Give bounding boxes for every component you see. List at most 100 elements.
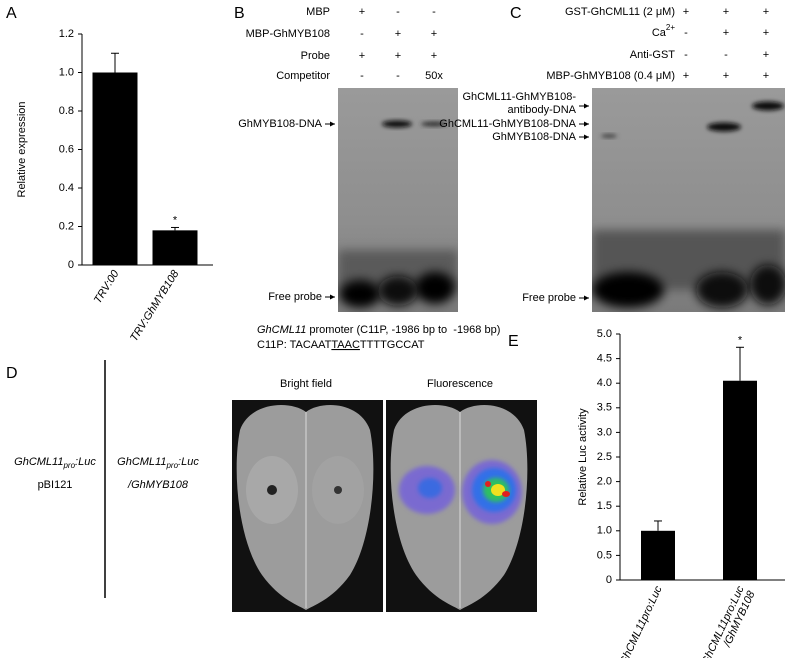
x-tick-label: GhCML11pro:Luc bbox=[617, 584, 664, 658]
significance: * bbox=[738, 334, 743, 346]
sequence-caption: C11P: TACAATTAACTTTTGCCAT bbox=[257, 339, 425, 351]
row-label-text: Competitor bbox=[276, 70, 330, 82]
lane-sign: + bbox=[723, 27, 729, 39]
row-label-text: GST-GhCML11 (2 μM) bbox=[565, 6, 675, 18]
lane-sign: + bbox=[395, 50, 401, 62]
row-label-text: MBP-GhMYB108 bbox=[246, 28, 330, 40]
sequence-suffix: TTTTGCCAT bbox=[360, 339, 425, 351]
leaf-image-bright bbox=[232, 400, 383, 612]
row-label: Anti-GST bbox=[630, 49, 676, 61]
band-label: antibody-DNA bbox=[508, 104, 577, 116]
lane-sign: + bbox=[763, 6, 769, 18]
y-tick-label: 3.0 bbox=[597, 426, 612, 438]
row-label: Ca2+ bbox=[652, 23, 676, 39]
panel-letter: C bbox=[510, 5, 522, 22]
significance: * bbox=[173, 214, 178, 226]
lane-sign: 50x bbox=[425, 70, 443, 82]
y-tick-label: 1.2 bbox=[59, 28, 74, 40]
panel-letter: A bbox=[6, 5, 17, 22]
row-label: GST-GhCML11 (2 μM) bbox=[565, 6, 675, 18]
lane-sign: + bbox=[431, 28, 437, 40]
arrow-head bbox=[330, 294, 335, 300]
y-tick-label: 0 bbox=[606, 574, 612, 586]
row-label: MBP-GhMYB108 bbox=[246, 28, 330, 40]
gene: GhCML11 bbox=[117, 456, 166, 468]
y-tick-label: 0.4 bbox=[59, 182, 74, 194]
band-label: Free probe bbox=[268, 291, 322, 303]
bar bbox=[152, 230, 198, 265]
lane-sign: - bbox=[724, 49, 728, 61]
y-tick-label: 5.0 bbox=[597, 328, 612, 340]
construct-label: GhCML11pro:Luc bbox=[117, 456, 199, 470]
y-tick-label: 0.2 bbox=[59, 220, 74, 232]
panel-letter: B bbox=[234, 5, 245, 22]
gel-image-b bbox=[338, 88, 458, 312]
image-title: Bright field bbox=[280, 378, 332, 390]
arrow-head bbox=[584, 295, 589, 301]
lane-sign: - bbox=[396, 70, 400, 82]
lane-sign: + bbox=[683, 6, 689, 18]
y-tick-label: 3.5 bbox=[597, 402, 612, 414]
arrow-head bbox=[584, 121, 589, 127]
x-tick-label-line: TRV:00 bbox=[92, 267, 122, 305]
lane-sign: - bbox=[684, 49, 688, 61]
y-tick-label: 1.5 bbox=[597, 500, 612, 512]
row-label-text: MBP bbox=[306, 6, 330, 18]
gene-name: GhCML11 bbox=[257, 324, 306, 336]
arrow-head bbox=[330, 121, 335, 127]
row-label: MBP bbox=[306, 6, 330, 18]
bar bbox=[641, 530, 675, 580]
y-tick-label: 0.5 bbox=[597, 549, 612, 561]
y-tick-label: 1.0 bbox=[597, 525, 612, 537]
gel-image-c bbox=[592, 88, 785, 312]
lane-sign: + bbox=[359, 6, 365, 18]
lane-sign: - bbox=[432, 6, 436, 18]
y-axis-label: Relative expression bbox=[16, 102, 28, 198]
panel-letter: D bbox=[6, 365, 18, 382]
row-label-text: Probe bbox=[301, 50, 330, 62]
lane-sign: + bbox=[683, 70, 689, 82]
row-label-sup: 2+ bbox=[666, 23, 675, 32]
image-title: Fluorescence bbox=[427, 378, 493, 390]
x-tick-label-line: GhCML11pro:Luc bbox=[617, 584, 664, 658]
row-label-text: Anti-GST bbox=[630, 49, 676, 61]
y-tick-label: 4.0 bbox=[597, 377, 612, 389]
band-label: GhCML11-GhMYB108- bbox=[462, 91, 576, 103]
panel-letter: E bbox=[508, 333, 519, 350]
x-tick-label: TRV:00 bbox=[92, 267, 122, 305]
lane-sign: + bbox=[723, 70, 729, 82]
y-axis-label: Relative Luc activity bbox=[577, 408, 589, 506]
lane-sign: - bbox=[360, 70, 364, 82]
row-label: Probe bbox=[301, 50, 330, 62]
row-label-text: Ca bbox=[652, 27, 667, 39]
lane-sign: + bbox=[359, 50, 365, 62]
lane-sign: - bbox=[360, 28, 364, 40]
x-tick-label-line: TRV:GhMYB108 bbox=[128, 267, 182, 343]
y-tick-label: 4.5 bbox=[597, 353, 612, 365]
promoter-sub: pro bbox=[62, 461, 75, 470]
caption-text: promoter (C11P, -1986 bp to -1968 bp) bbox=[306, 324, 500, 336]
y-tick-label: 0 bbox=[68, 259, 74, 271]
sample-label: pBI121 bbox=[38, 479, 73, 491]
bar bbox=[92, 72, 138, 265]
x-tick-label: TRV:GhMYB108 bbox=[128, 267, 182, 343]
band-label: GhMYB108-DNA bbox=[492, 131, 576, 143]
bar bbox=[723, 380, 757, 580]
promoter-sub: pro bbox=[165, 461, 178, 470]
y-tick-label: 0.8 bbox=[59, 105, 74, 117]
sequence-prefix: C11P: TACAAT bbox=[257, 339, 332, 351]
lane-sign: - bbox=[396, 6, 400, 18]
binding-site: TAAC bbox=[331, 339, 360, 351]
gene: GhCML11 bbox=[14, 456, 63, 468]
lane-sign: + bbox=[763, 49, 769, 61]
sample-label: /GhMYB108 bbox=[127, 479, 189, 491]
y-tick-label: 2.0 bbox=[597, 476, 612, 488]
band-label: Free probe bbox=[522, 292, 576, 304]
band-label: GhCML11-GhMYB108-DNA bbox=[439, 118, 576, 130]
lane-sign: + bbox=[763, 27, 769, 39]
arrow-head bbox=[584, 134, 589, 140]
y-tick-label: 0.6 bbox=[59, 143, 74, 155]
lane-sign: + bbox=[431, 50, 437, 62]
row-label: Competitor bbox=[276, 70, 330, 82]
